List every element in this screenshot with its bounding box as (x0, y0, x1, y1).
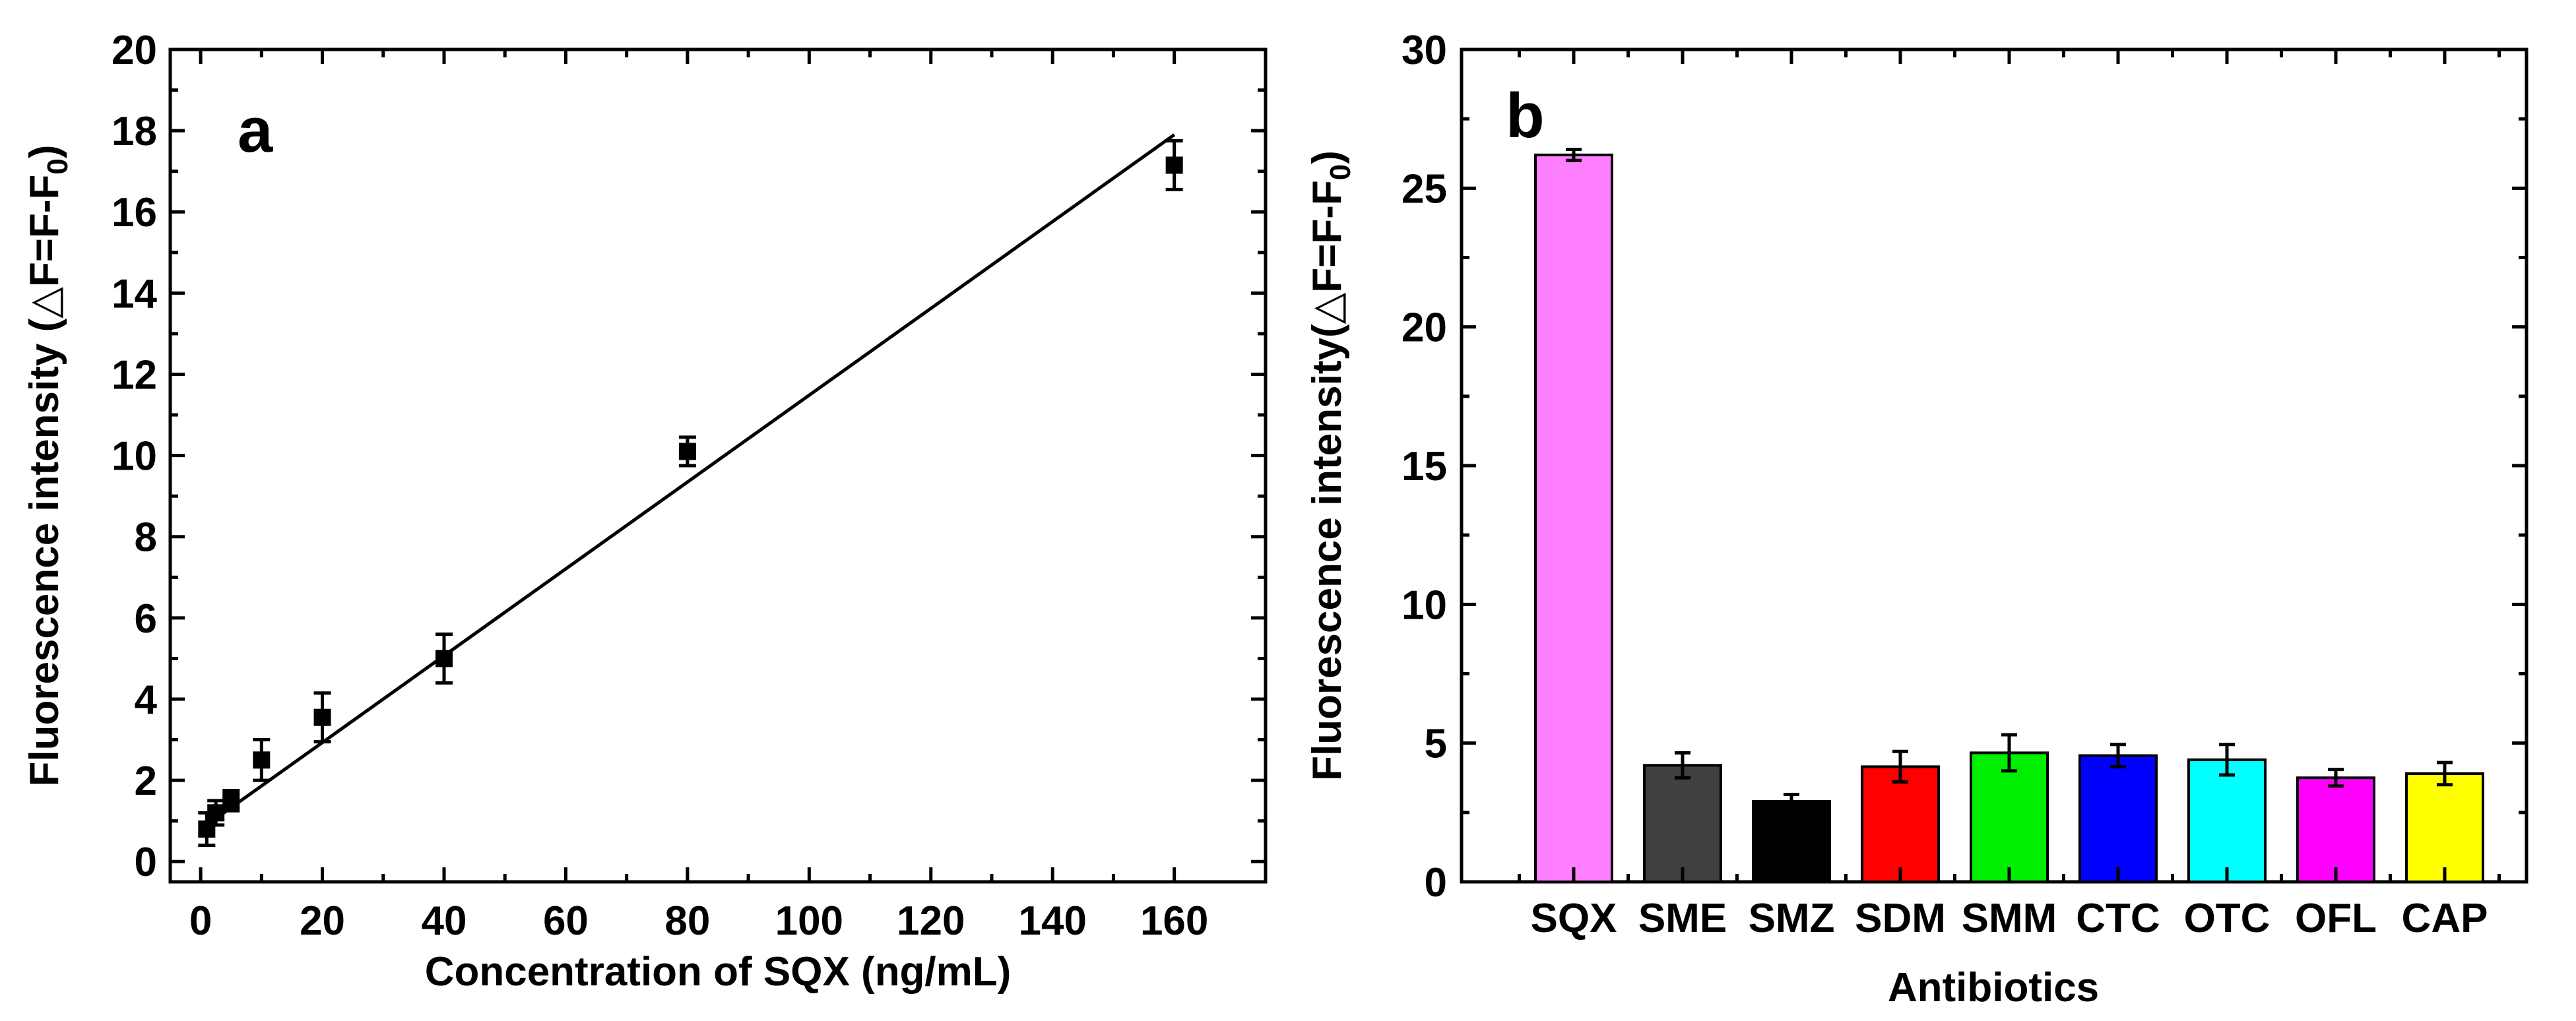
panel-a-y-tick-label: 8 (135, 515, 157, 561)
panel-a-y-tick-label: 20 (112, 28, 157, 73)
panel-a-data-point (198, 820, 216, 838)
panel-b-y-tick-label: 5 (1425, 722, 1447, 767)
panel-a-x-tick-label: 120 (897, 898, 965, 944)
panel-a-y-label-main: Fluorescence intensity (△F=F-F (22, 175, 67, 787)
panel-a-x-tick-label: 100 (775, 898, 843, 944)
panel-a-y-tick-label: 4 (135, 677, 158, 723)
panel-a-data-point (1165, 156, 1183, 174)
panel-a-x-axis-label: Concentration of SQX (ng/mL) (425, 949, 1012, 995)
panel-b-category-label: CAP (2402, 896, 2488, 941)
panel-a-x-tick-label: 60 (543, 898, 589, 944)
panel-a-data-point (313, 708, 331, 726)
panel-b-chart: 0 5 10 15 20 25 30 SQX SME SMZ SDM SMM CTC OTC OFL CAP… (1304, 28, 2528, 1010)
panel-a-y-tick-labels: 0 2 4 6 8 10 12 14 16 18 20 (112, 28, 157, 885)
panel-b-category-labels: SQX SME SMZ SDM SMM CTC OTC OFL CAP (1531, 896, 2488, 941)
panel-b-category-label: OTC (2184, 896, 2270, 941)
panel-a-fit-line (205, 133, 1176, 826)
panel-b-ticks (1462, 47, 2527, 884)
panel-b-bar-otc (2187, 758, 2267, 883)
panel-b-y-label-main: Fluorescence intensity(△F=F-F (1304, 180, 1350, 781)
panel-b-category-label: OFL (2295, 896, 2377, 941)
panel-b-category-label: SME (1638, 896, 1727, 941)
panel-a-x-tick-labels: 0 20 40 60 80 100 120 140 160 (189, 898, 1209, 944)
panel-a-y-tick-label: 18 (112, 109, 157, 154)
panel-b-bar-cap (2405, 772, 2484, 883)
panel-b-error-bars (1566, 147, 2453, 811)
panel-b-bar-sme (1643, 764, 1722, 883)
panel-b-category-label: SMZ (1749, 896, 1835, 941)
panel-a-y-axis-label: Fluorescence intensity (△F=F-F0) (22, 144, 74, 786)
panel-a-y-label-close: ) (22, 144, 67, 158)
panel-a-chart: 0 20 40 60 80 100 120 140 160 02468101214161820 … (22, 28, 1268, 995)
panel-b-category-label: SDM (1855, 896, 1946, 941)
panel-a-plot-frame (168, 47, 1268, 884)
panel-b-bar-sdm (1861, 765, 1940, 883)
panel-b-bars (1534, 153, 2484, 884)
panel-b-bar-ofl (2296, 776, 2375, 883)
panel-a-x-tick-label: 140 (1018, 898, 1086, 944)
panel-b-category-label: SMM (1962, 896, 2057, 941)
panel-a-data-points (198, 139, 1183, 848)
panel-a-y-tick-label: 14 (112, 271, 157, 317)
panel-b-y-label-sub: 0 (1324, 164, 1357, 180)
panel-b-bar-ctc (2078, 754, 2158, 884)
panel-a-x-tick-label: 40 (422, 898, 467, 944)
panel-b-category-label: SQX (1531, 896, 1617, 941)
panel-b-y-tick-label: 20 (1401, 305, 1447, 351)
panel-b-category-label: CTC (2076, 896, 2160, 941)
panel-b-tag: b (1506, 80, 1545, 151)
panel-b-y-axis-label: Fluorescence intensity(△F=F-F0) (1304, 150, 1357, 781)
panel-b-y-tick-label: 15 (1401, 444, 1447, 489)
panel-a-y-tick-label: 16 (112, 190, 157, 235)
panel-a-x-tick-label: 160 (1140, 898, 1208, 944)
panel-b-y-tick-label: 0 (1425, 860, 1447, 906)
panel-a-x-tick-label: 80 (664, 898, 710, 944)
panel-a-y-tick-label: 6 (135, 596, 157, 642)
panel-a-data-point (222, 791, 240, 809)
panel-a-y-tick-label: 12 (112, 352, 157, 398)
panel-a-data-point (207, 804, 225, 822)
panel-a-x-tick-label: 0 (189, 898, 212, 944)
panel-a-data-point (253, 751, 271, 769)
panel-b-y-label-close: ) (1304, 150, 1350, 164)
panel-a-ticks (170, 47, 1266, 882)
panel-b-bar-sqx (1534, 153, 1613, 883)
panel-b-y-tick-label: 25 (1401, 166, 1447, 212)
panel-a-data-point (435, 650, 453, 667)
panel-a-y-tick-label: 2 (135, 758, 157, 804)
panel-b-y-tick-labels: 0 5 10 15 20 25 30 (1401, 28, 1447, 906)
panel-a-y-tick-label: 0 (135, 840, 157, 885)
panel-b-x-axis-label: Antibiotics (1888, 965, 2099, 1010)
panel-a-tag: a (238, 95, 273, 166)
panel-a-y-tick-label: 10 (112, 434, 157, 480)
panel-b-y-tick-label: 10 (1401, 582, 1447, 628)
panel-b-y-tick-label: 30 (1401, 28, 1447, 73)
panel-a-y-label-sub: 0 (42, 158, 74, 174)
panel-a-x-tick-label: 20 (300, 898, 345, 944)
panel-a-data-point (678, 443, 696, 460)
